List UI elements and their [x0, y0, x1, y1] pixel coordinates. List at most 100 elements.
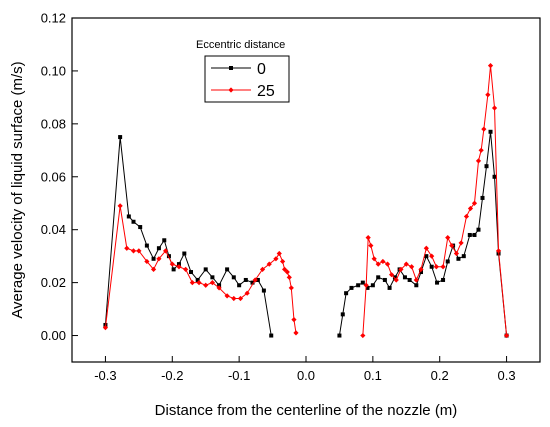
y-tick-label: 0.02 [41, 275, 66, 290]
data-point [118, 135, 123, 140]
data-point [273, 256, 279, 262]
data-point [288, 285, 294, 291]
axis-ticks: -0.3 -0.2 -0.1 0.0 0.1 0.2 0.3 0.00 0.02 0.04 0.06… [41, 11, 516, 384]
data-point [117, 203, 123, 209]
series-line [104, 137, 272, 336]
data-point [403, 261, 409, 267]
data-point [255, 277, 260, 282]
data-point [195, 277, 200, 282]
data-point [337, 333, 342, 338]
data-point [463, 213, 470, 220]
data-point [407, 277, 412, 282]
data-point [433, 264, 439, 270]
data-point [360, 280, 365, 285]
data-point [488, 129, 493, 134]
data-point [231, 275, 236, 280]
data-point [441, 277, 446, 282]
data-point [344, 291, 349, 296]
data-point [280, 258, 286, 265]
data-point [291, 317, 297, 323]
data-point [130, 248, 137, 254]
data-point [370, 283, 375, 288]
data-point [445, 235, 451, 241]
x-tick-label: -0.2 [161, 368, 183, 383]
data-point [376, 275, 381, 280]
data-point [402, 275, 407, 280]
data-point [216, 285, 222, 291]
data-point [266, 261, 272, 267]
data-point [491, 105, 498, 111]
y-tick-label: 0.00 [41, 328, 66, 343]
data-point [182, 251, 187, 256]
data-point [461, 254, 466, 259]
plot-frame [71, 17, 541, 363]
data-point [424, 254, 429, 259]
legend-marker [228, 87, 234, 93]
data-point [360, 332, 366, 339]
x-tick-label: -0.3 [94, 368, 116, 383]
data-point [440, 264, 446, 270]
data-point [163, 248, 169, 254]
data-point [418, 266, 424, 272]
x-tick-label: 0.1 [364, 368, 382, 383]
data-point [492, 174, 497, 179]
data-point [340, 312, 345, 317]
data-point [365, 285, 370, 290]
x-axis-title: Distance from the centerline of the nozz… [155, 402, 458, 419]
data-point [244, 290, 250, 296]
series-line [362, 65, 508, 336]
data-point [363, 282, 369, 288]
data-point [225, 267, 230, 272]
data-point [224, 293, 230, 299]
data-point [171, 267, 176, 272]
data-point [480, 195, 485, 200]
data-point [144, 258, 150, 265]
data-point [102, 325, 109, 331]
x-tick-label: 0.0 [297, 368, 315, 383]
data-point [484, 164, 489, 169]
data-point [495, 248, 502, 254]
data-point [476, 227, 481, 232]
data-point [384, 261, 391, 267]
data-point [150, 266, 157, 272]
data-point [176, 262, 181, 267]
data-point [284, 269, 290, 275]
data-point [176, 264, 182, 270]
data-point [166, 254, 171, 259]
data-point [503, 332, 510, 339]
data-point [203, 267, 208, 272]
data-point [231, 295, 237, 302]
data-point [183, 266, 189, 272]
data-point [286, 274, 292, 280]
data-point [203, 282, 209, 288]
data-point [388, 272, 395, 278]
data-point [138, 225, 143, 230]
data-point [189, 270, 194, 275]
data-point [485, 92, 491, 98]
x-tick-label: -0.1 [228, 368, 250, 383]
data-point [124, 245, 130, 251]
data-point [209, 280, 215, 286]
data-point [250, 280, 255, 285]
legend: Eccentric distance 025 [196, 39, 290, 103]
data-point [487, 63, 494, 69]
data-point [126, 214, 131, 219]
data-point [169, 261, 175, 267]
legend-label: 0 [257, 61, 266, 78]
data-point [217, 283, 222, 288]
data-point [156, 246, 161, 251]
data-point [375, 261, 381, 267]
data-point [282, 266, 288, 272]
data-point [151, 256, 156, 261]
y-tick-label: 0.08 [41, 116, 66, 131]
data-point [467, 232, 472, 237]
data-point [456, 256, 461, 261]
legend-marker [229, 66, 233, 70]
data-point [481, 126, 487, 132]
data-point [478, 147, 484, 153]
legend-label: 25 [257, 83, 275, 100]
data-point [156, 256, 162, 262]
legend-box [204, 55, 290, 103]
series-0 [103, 129, 509, 338]
